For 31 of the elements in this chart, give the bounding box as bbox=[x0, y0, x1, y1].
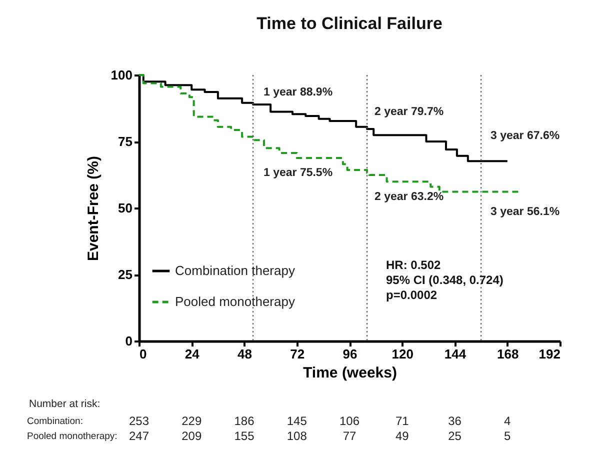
text: Number at risk: bbox=[29, 398, 100, 410]
x-tick-label: 144 bbox=[444, 346, 467, 362]
text: Combination: 253 229 186 145 106 71 36 4 bbox=[27, 414, 511, 428]
y-axis-title: Event-Free (%) bbox=[84, 156, 102, 262]
x-tick-label: 48 bbox=[238, 346, 252, 362]
y-tick-label: 100 bbox=[110, 68, 132, 82]
chart-title: Time to Clinical Failure bbox=[256, 14, 442, 33]
x-tick-label: 120 bbox=[392, 346, 414, 362]
annotation: 95% CI (0.348, 0.724) bbox=[386, 273, 504, 287]
x-tick-label: 24 bbox=[184, 346, 200, 362]
y-tick-label: 50 bbox=[118, 200, 132, 216]
annotation: 2 year 63.2% bbox=[374, 190, 444, 203]
y-tick-label: 0 bbox=[125, 334, 132, 348]
y-tick-label: 75 bbox=[118, 134, 132, 149]
annotation: 1 year 75.5% bbox=[263, 167, 333, 180]
annotation: 3 year 67.6% bbox=[490, 130, 560, 142]
x-axis-title: Time (weeks) bbox=[303, 364, 397, 382]
annotation: 2 year 79.7% bbox=[374, 106, 444, 118]
legend-label: Pooled monotherapy bbox=[175, 294, 296, 309]
text: Pooled monotherapy: 247 209 155 108 77 49 25 5 bbox=[27, 429, 511, 443]
annotation: 1 year 88.9% bbox=[263, 86, 333, 99]
x-tick-label: 96 bbox=[342, 346, 358, 362]
legend-label: Combination therapy bbox=[175, 263, 296, 278]
annotation: HR: 0.502 bbox=[386, 258, 442, 272]
annotation: p=0.0002 bbox=[386, 288, 438, 302]
x-tick-label: 0 bbox=[140, 346, 147, 362]
x-tick-label: 168 bbox=[497, 346, 519, 362]
x-tick-label: 72 bbox=[290, 346, 305, 362]
x-tick-label: 192 bbox=[538, 346, 560, 362]
annotation: 3 year 56.1% bbox=[490, 206, 560, 218]
y-tick-label: 25 bbox=[118, 267, 132, 282]
